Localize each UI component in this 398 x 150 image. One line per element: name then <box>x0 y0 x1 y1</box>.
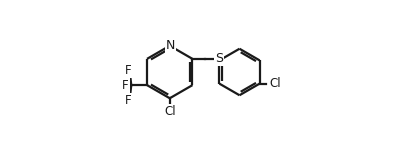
Text: F: F <box>125 94 132 107</box>
Text: Cl: Cl <box>269 77 281 90</box>
Text: F: F <box>122 79 129 92</box>
Text: Cl: Cl <box>164 105 176 118</box>
Text: S: S <box>215 52 223 65</box>
Text: N: N <box>166 39 175 52</box>
Text: F: F <box>125 64 132 77</box>
